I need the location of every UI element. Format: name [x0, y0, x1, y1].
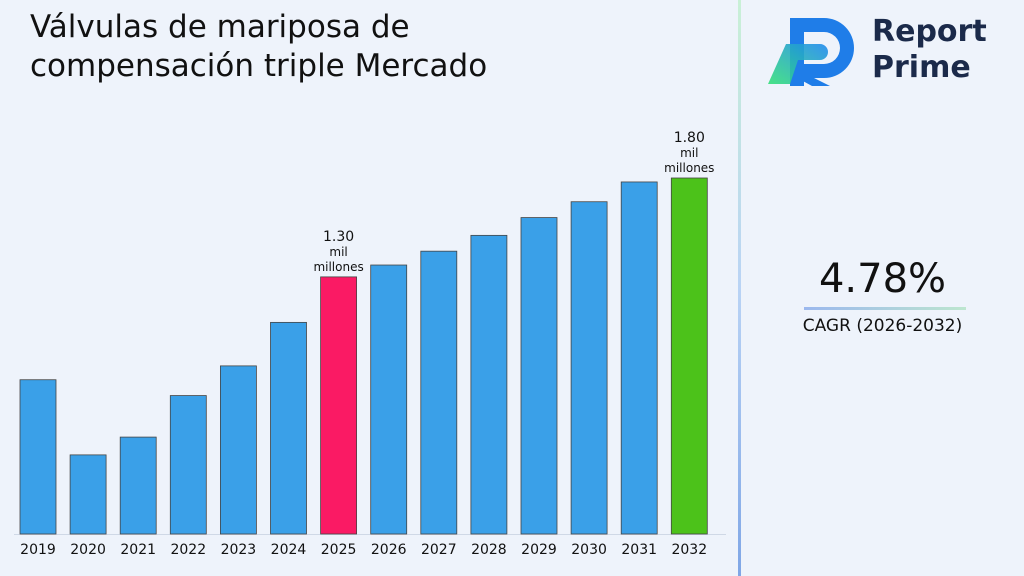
- chart-title: Válvulas de mariposa de compensación tri…: [30, 9, 488, 84]
- data-label-2032-line-1: 1.80: [674, 130, 705, 146]
- brand-name: Report Prime: [872, 14, 987, 86]
- cagr-label: CAGR (2026-2032): [802, 316, 963, 336]
- x-tick-label-2025: 2025: [321, 542, 357, 558]
- x-tick-label-2027: 2027: [421, 542, 457, 558]
- bar-2022: [169, 395, 207, 535]
- data-label-2025-line-3: millones: [313, 260, 363, 274]
- x-tick-label-2030: 2030: [571, 542, 607, 558]
- data-label-2025-line-2: mil: [329, 245, 347, 259]
- bar-2026: [370, 264, 408, 535]
- bar-2020: [69, 454, 107, 535]
- x-tick-label-2021: 2021: [120, 542, 156, 558]
- bar-2032: [670, 177, 708, 535]
- bar-2021: [119, 436, 157, 535]
- x-tick-label-2024: 2024: [271, 542, 307, 558]
- x-tick-label-2023: 2023: [221, 542, 257, 558]
- bar-2025: [320, 276, 358, 535]
- x-tick-label-2031: 2031: [621, 542, 657, 558]
- bar-2028: [470, 234, 508, 535]
- x-tick-label-2019: 2019: [20, 542, 56, 558]
- x-tick-label-2028: 2028: [471, 542, 507, 558]
- data-label-2032-line-3: millones: [664, 161, 714, 175]
- x-tick-label-2032: 2032: [671, 542, 707, 558]
- x-tick-label-2020: 2020: [70, 542, 106, 558]
- bar-2023: [219, 365, 257, 535]
- brand-line-2: Prime: [872, 50, 971, 85]
- bar-2030: [570, 201, 608, 535]
- x-tick-label-2022: 2022: [170, 542, 206, 558]
- bar-chart: 2019 2020 2021 2022 2023 2024 20251.30milmillo…: [14, 130, 726, 558]
- bar-2031: [620, 181, 658, 535]
- report-prime-logo-icon: [768, 18, 854, 86]
- bar-2029: [520, 217, 558, 535]
- bar-2019: [19, 379, 57, 535]
- bar-2027: [420, 250, 458, 535]
- data-label-2025-line-1: 1.30: [323, 229, 354, 245]
- cagr-value: 4.78%: [818, 256, 947, 302]
- info-panel: [741, 0, 1024, 576]
- brand-line-1: Report: [872, 14, 987, 49]
- cagr-underline: [804, 307, 966, 310]
- panel-divider: [738, 0, 741, 576]
- bar-2024: [270, 321, 307, 535]
- x-tick-label-2026: 2026: [371, 542, 407, 558]
- x-tick-label-2029: 2029: [521, 542, 557, 558]
- data-label-2032-line-2: mil: [680, 146, 698, 160]
